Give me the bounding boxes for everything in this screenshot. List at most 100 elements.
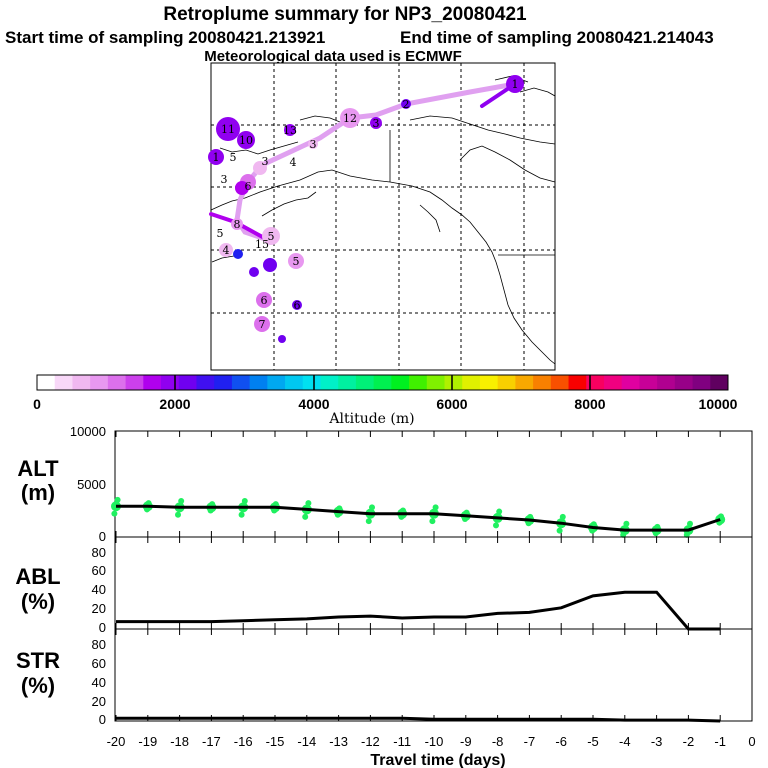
x-tick-label: -13: [329, 734, 348, 749]
alt-ytick: 5000: [77, 477, 106, 492]
map-label: 2: [403, 98, 410, 111]
colorbar-cell: [497, 375, 516, 390]
end-time-label: End time of sampling 20080421.214043: [400, 28, 714, 47]
colorbar-cell: [249, 375, 268, 390]
map-label: 4: [223, 244, 230, 257]
x-axis-tick-labels: -20 -19 -18 -17 -16 -15 -14 -13 -12 -11 -10 -9 -8 -7-…: [107, 734, 756, 749]
alt-panel-unit: (m): [21, 480, 55, 505]
alt-scatter-point: [365, 518, 372, 525]
alt-scatter-point: [369, 504, 375, 511]
alt-panel: ALT (m) 10000 5000 0: [17, 424, 753, 544]
colorbar-cell: [231, 375, 251, 390]
colorbar-cell: [479, 375, 499, 390]
alt-scatter-point: [556, 527, 563, 534]
colorbar-label: Altitude (m): [328, 411, 414, 427]
map-label: 6: [294, 299, 301, 312]
colorbar-cell: [409, 375, 428, 390]
colorbar-cell: [285, 375, 304, 390]
str-ytick: 20: [92, 694, 106, 709]
colorbar-cell: [214, 375, 233, 390]
alt-scatter-point: [238, 511, 245, 518]
start-time-label: Start time of sampling 20080421.213921: [5, 28, 325, 47]
x-tick-label: -12: [361, 734, 380, 749]
colorbar-tick: 2000: [159, 396, 190, 412]
x-axis-label: Travel time (days): [370, 752, 505, 768]
plume-circles: [208, 75, 524, 343]
str-ytick: 80: [92, 637, 106, 652]
alt-scatter-point: [429, 518, 436, 525]
map-label: 15: [255, 238, 269, 251]
colorbar-cell: [196, 375, 215, 390]
x-tick-label: -8: [492, 734, 504, 749]
alt-scatter-point: [432, 504, 439, 511]
alt-scatter-point: [145, 500, 152, 507]
colorbar-cell: [125, 375, 144, 390]
colorbar-cell: [355, 375, 375, 390]
colorbar-cell: [267, 375, 286, 390]
abl-frame: [114, 536, 753, 630]
x-tick-label: -16: [234, 734, 253, 749]
abl-ytick: 80: [92, 545, 106, 560]
x-tick-label: -3: [651, 734, 663, 749]
alt-scatter-point: [463, 509, 470, 516]
str-panel-unit: (%): [21, 673, 55, 698]
x-tick-label: -9: [460, 734, 472, 749]
str-ytick: 40: [92, 675, 106, 690]
map-label: 4: [290, 156, 297, 169]
alt-scatter-point: [305, 500, 312, 507]
x-tick-label: -19: [138, 734, 157, 749]
str-panel-label: STR: [16, 648, 60, 673]
colorbar-cell: [621, 375, 640, 390]
str-ytick: 60: [92, 656, 106, 671]
map-label: 5: [268, 230, 275, 243]
abl-ytick: 20: [92, 601, 106, 616]
colorbar-cell: [302, 375, 321, 390]
abl-series-line: [116, 590, 721, 631]
colorbar-cell: [692, 375, 711, 390]
figure-title: Retroplume summary for NP3_20080421: [163, 4, 527, 25]
alt-scatter-point: [302, 513, 309, 520]
alt-scatter-point: [209, 501, 216, 508]
alt-scatter-point: [493, 522, 499, 529]
alt-panel-label: ALT: [17, 456, 59, 481]
colorbar-cell: [657, 375, 676, 390]
alt-scatter-point: [400, 507, 406, 514]
str-ytick: 0: [99, 712, 106, 727]
colorbar-cell: [639, 375, 658, 390]
abl-axis-ticks: [115, 537, 753, 629]
colorbar-cell: [710, 375, 729, 390]
x-tick-label: -15: [266, 734, 285, 749]
x-tick-label: -18: [170, 734, 189, 749]
x-tick-label: -5: [587, 734, 599, 749]
colorbar-tick: 4000: [298, 396, 329, 412]
colorbar-cell: [90, 375, 109, 390]
colorbar-cell: [391, 375, 410, 390]
map-label: 1: [512, 78, 519, 91]
map-label: 3: [373, 117, 380, 130]
map-label: 11: [221, 123, 235, 136]
alt-scatter-point: [175, 511, 181, 518]
map-label: 5: [217, 227, 224, 240]
alt-scatter-point: [178, 497, 185, 504]
x-tick-label: -14: [297, 734, 316, 749]
colorbar-cell: [533, 375, 552, 390]
colorbar-cell: [550, 375, 570, 390]
map-label: 13: [283, 124, 297, 137]
map-label: 6: [245, 180, 252, 193]
colorbar-cell: [444, 375, 463, 390]
colorbar-cell: [72, 375, 91, 390]
alt-scatter-point: [559, 513, 566, 520]
map-label: 7: [259, 318, 266, 331]
x-tick-label: 0: [748, 734, 755, 749]
str-frame: [114, 628, 753, 722]
map-label: 1: [213, 151, 220, 164]
colorbar-cell: [54, 375, 73, 390]
x-tick-label: -7: [524, 734, 536, 749]
alt-scatter: [111, 496, 726, 538]
colorbar-tick: 6000: [436, 396, 467, 412]
colorbar-cell: [373, 375, 392, 390]
alt-scatter-point: [111, 510, 118, 517]
map-label: 5: [293, 255, 300, 268]
alt-scatter-point: [272, 501, 279, 508]
